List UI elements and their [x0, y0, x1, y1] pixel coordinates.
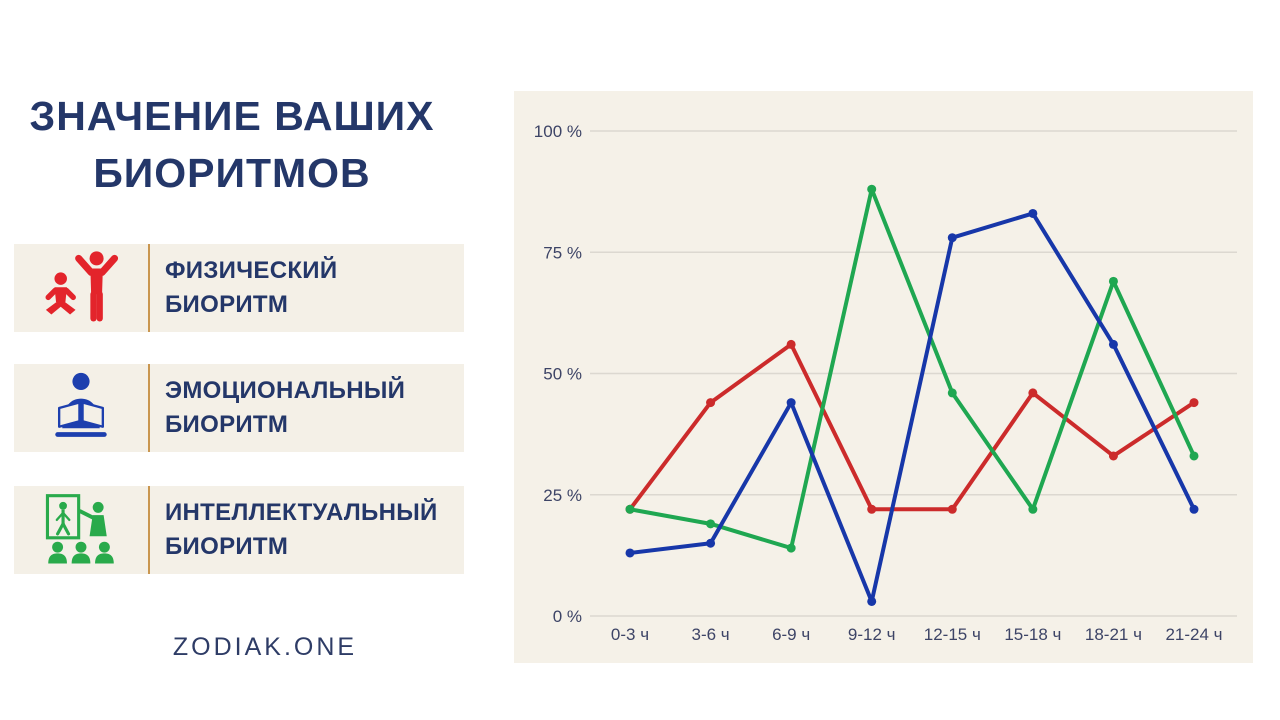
x-axis-tick-label: 15-18 ч	[1004, 625, 1061, 644]
page-title-line1: ЗНАЧЕНИЕ ВАШИХ	[29, 93, 435, 139]
emotional-biorhythm-icon	[14, 364, 148, 452]
series-intellectual-point	[1028, 504, 1038, 514]
series-physical-point	[867, 504, 877, 514]
series-intellectual-point	[947, 388, 957, 398]
legend-label-intellectual: ИНТЕЛЛЕКТУАЛЬНЫЙ БИОРИТМ	[150, 486, 438, 574]
series-intellectual-point	[706, 519, 716, 529]
x-axis-tick-label: 21-24 ч	[1165, 625, 1222, 644]
series-physical-line	[628, 342, 1196, 512]
legend-item-intellectual: ИНТЕЛЛЕКТУАЛЬНЫЙ БИОРИТМ	[14, 486, 464, 574]
legend-label-line2: БИОРИТМ	[165, 533, 289, 560]
y-axis-tick-label: 50 %	[543, 365, 582, 384]
series-intellectual-point	[1189, 451, 1199, 461]
legend-label-physical: ФИЗИЧЕСКИЙ БИОРИТМ	[150, 244, 337, 332]
series-intellectual-point	[625, 504, 635, 514]
legend-item-physical: ФИЗИЧЕСКИЙ БИОРИТМ	[14, 244, 464, 332]
series-emotional-point	[1108, 339, 1118, 349]
legend-label-line1: ФИЗИЧЕСКИЙ	[165, 257, 338, 284]
series-emotional-point	[625, 548, 635, 558]
legend-label-emotional: ЭМОЦИОНАЛЬНЫЙ БИОРИТМ	[150, 364, 405, 452]
series-physical-point	[1028, 388, 1038, 398]
legend-label-line2: БИОРИТМ	[165, 411, 289, 438]
x-axis-tick-label: 18-21 ч	[1085, 625, 1142, 644]
legend-label-line2: БИОРИТМ	[165, 291, 289, 318]
series-emotional-point	[706, 538, 716, 548]
x-axis-tick-label: 12-15 ч	[924, 625, 981, 644]
biorhythm-chart-panel: 0 % 25 % 50 % 75 % 100 % 0-3 ч 3-6 ч 6-9 ч 9-12 …	[514, 91, 1253, 663]
series-intellectual-point	[786, 543, 796, 553]
x-axis-tick-label: 9-12 ч	[848, 625, 896, 644]
series-physical-point	[947, 504, 957, 514]
page-title: ЗНАЧЕНИЕ ВАШИХ БИОРИТМОВ	[0, 88, 464, 202]
y-axis-tick-label: 75 %	[543, 243, 582, 262]
series-emotional-point	[786, 398, 796, 408]
legend-item-emotional: ЭМОЦИОНАЛЬНЫЙ БИОРИТМ	[14, 364, 464, 452]
legend-divider	[148, 244, 150, 332]
series-emotional-point	[867, 596, 877, 606]
series-physical-point	[786, 339, 796, 349]
legend-divider	[148, 486, 150, 574]
legend-label-line1: ИНТЕЛЛЕКТУАЛЬНЫЙ	[165, 499, 438, 526]
site-name: ZODIAK.ONE	[172, 633, 358, 661]
y-axis-tick-label: 100 %	[534, 122, 582, 141]
page-title-line2: БИОРИТМОВ	[93, 150, 371, 196]
series-emotional-point	[947, 233, 957, 243]
series-physical-point	[706, 398, 716, 408]
legend-label-line1: ЭМОЦИОНАЛЬНЫЙ	[165, 377, 406, 404]
x-axis-tick-label: 0-3 ч	[611, 625, 649, 644]
y-axis-tick-label: 0 %	[553, 607, 582, 626]
series-intellectual-point	[1108, 276, 1118, 286]
series-intellectual-point	[867, 184, 877, 194]
physical-biorhythm-icon	[14, 244, 148, 332]
series-emotional-line	[628, 211, 1196, 604]
biorhythm-line-chart: 0 % 25 % 50 % 75 % 100 % 0-3 ч 3-6 ч 6-9 ч 9-12 …	[534, 122, 1237, 644]
intellectual-biorhythm-icon	[14, 486, 148, 574]
legend-divider	[148, 364, 150, 452]
series-emotional-point	[1028, 208, 1038, 218]
series-physical-point	[1189, 398, 1199, 408]
series-emotional-point	[1189, 504, 1199, 514]
x-axis-tick-label: 3-6 ч	[691, 625, 729, 644]
x-axis-tick-label: 6-9 ч	[772, 625, 810, 644]
y-axis-tick-label: 25 %	[543, 486, 582, 505]
series-physical-point	[1108, 451, 1118, 461]
